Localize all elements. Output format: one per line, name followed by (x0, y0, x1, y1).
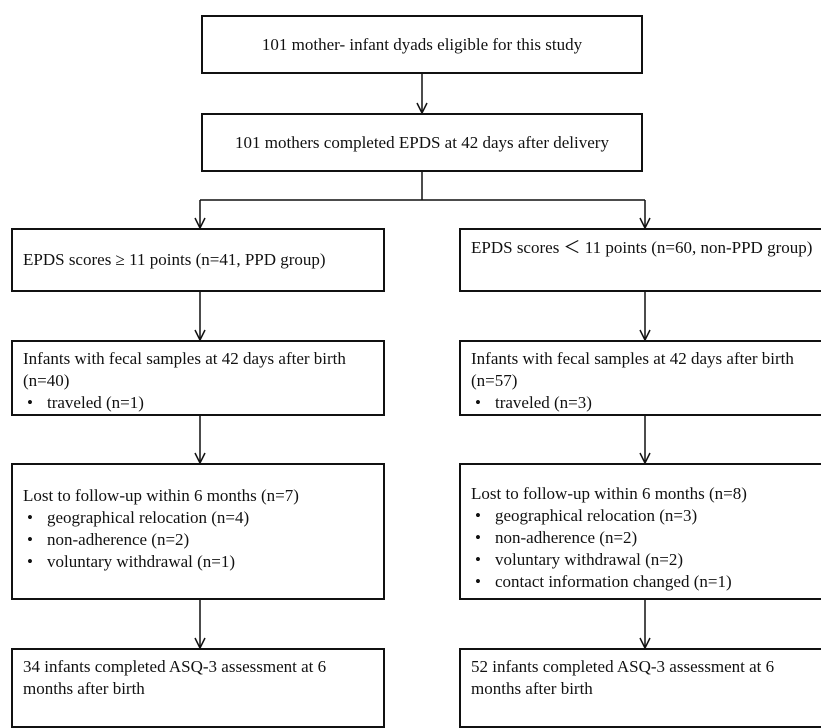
left-fecal-box: Infants with fecal samples at 42 days af… (11, 340, 385, 416)
eligible-text: 101 mother- infant dyads eligible for th… (261, 34, 583, 54)
left-lost-list: geographical relocation (n=4) non-adhere… (23, 507, 373, 573)
epds-completed-box: 101 mothers completed EPDS at 42 days af… (201, 113, 643, 172)
list-item: contact information changed (n=1) (471, 571, 821, 593)
left-group-box: EPDS scores ≥ 11 points (n=41, PPD group… (11, 228, 385, 292)
list-item: geographical relocation (n=4) (23, 507, 373, 529)
list-item: non-adherence (n=2) (471, 527, 821, 549)
left-group-text: EPDS scores ≥ 11 points (n=41, PPD group… (23, 250, 326, 269)
right-lost-title: Lost to follow-up within 6 months (n=8) (471, 484, 747, 503)
epds-completed-text: 101 mothers completed EPDS at 42 days af… (235, 132, 609, 152)
list-item: non-adherence (n=2) (23, 529, 373, 551)
right-fecal-title: Infants with fecal samples at 42 days af… (471, 349, 794, 390)
list-item: traveled (n=3) (471, 392, 821, 414)
left-final-box: 34 infants completed ASQ-3 assessment at… (11, 648, 385, 728)
right-lost-list: geographical relocation (n=3) non-adhere… (471, 505, 821, 593)
list-item: geographical relocation (n=3) (471, 505, 821, 527)
right-group-box: EPDS scores ＜ 11 points (n=60, non-PPD g… (459, 228, 821, 292)
left-lost-box: Lost to follow-up within 6 months (n=7) … (11, 463, 385, 600)
left-fecal-title: Infants with fecal samples at 42 days af… (23, 349, 346, 390)
list-item: traveled (n=1) (23, 392, 373, 414)
left-fecal-list: traveled (n=1) (23, 392, 373, 414)
right-final-box: 52 infants completed ASQ-3 assessment at… (459, 648, 821, 728)
list-item: voluntary withdrawal (n=1) (23, 551, 373, 573)
right-lost-box: Lost to follow-up within 6 months (n=8) … (459, 463, 821, 600)
right-final-text: 52 infants completed ASQ-3 assessment at… (471, 657, 775, 698)
right-fecal-list: traveled (n=3) (471, 392, 821, 414)
right-fecal-box: Infants with fecal samples at 42 days af… (459, 340, 821, 416)
eligible-box: 101 mother- infant dyads eligible for th… (201, 15, 643, 74)
left-final-text: 34 infants completed ASQ-3 assessment at… (23, 657, 327, 698)
list-item: voluntary withdrawal (n=2) (471, 549, 821, 571)
right-group-text: EPDS scores ＜ 11 points (n=60, non-PPD g… (471, 238, 813, 257)
left-lost-title: Lost to follow-up within 6 months (n=7) (23, 486, 299, 505)
